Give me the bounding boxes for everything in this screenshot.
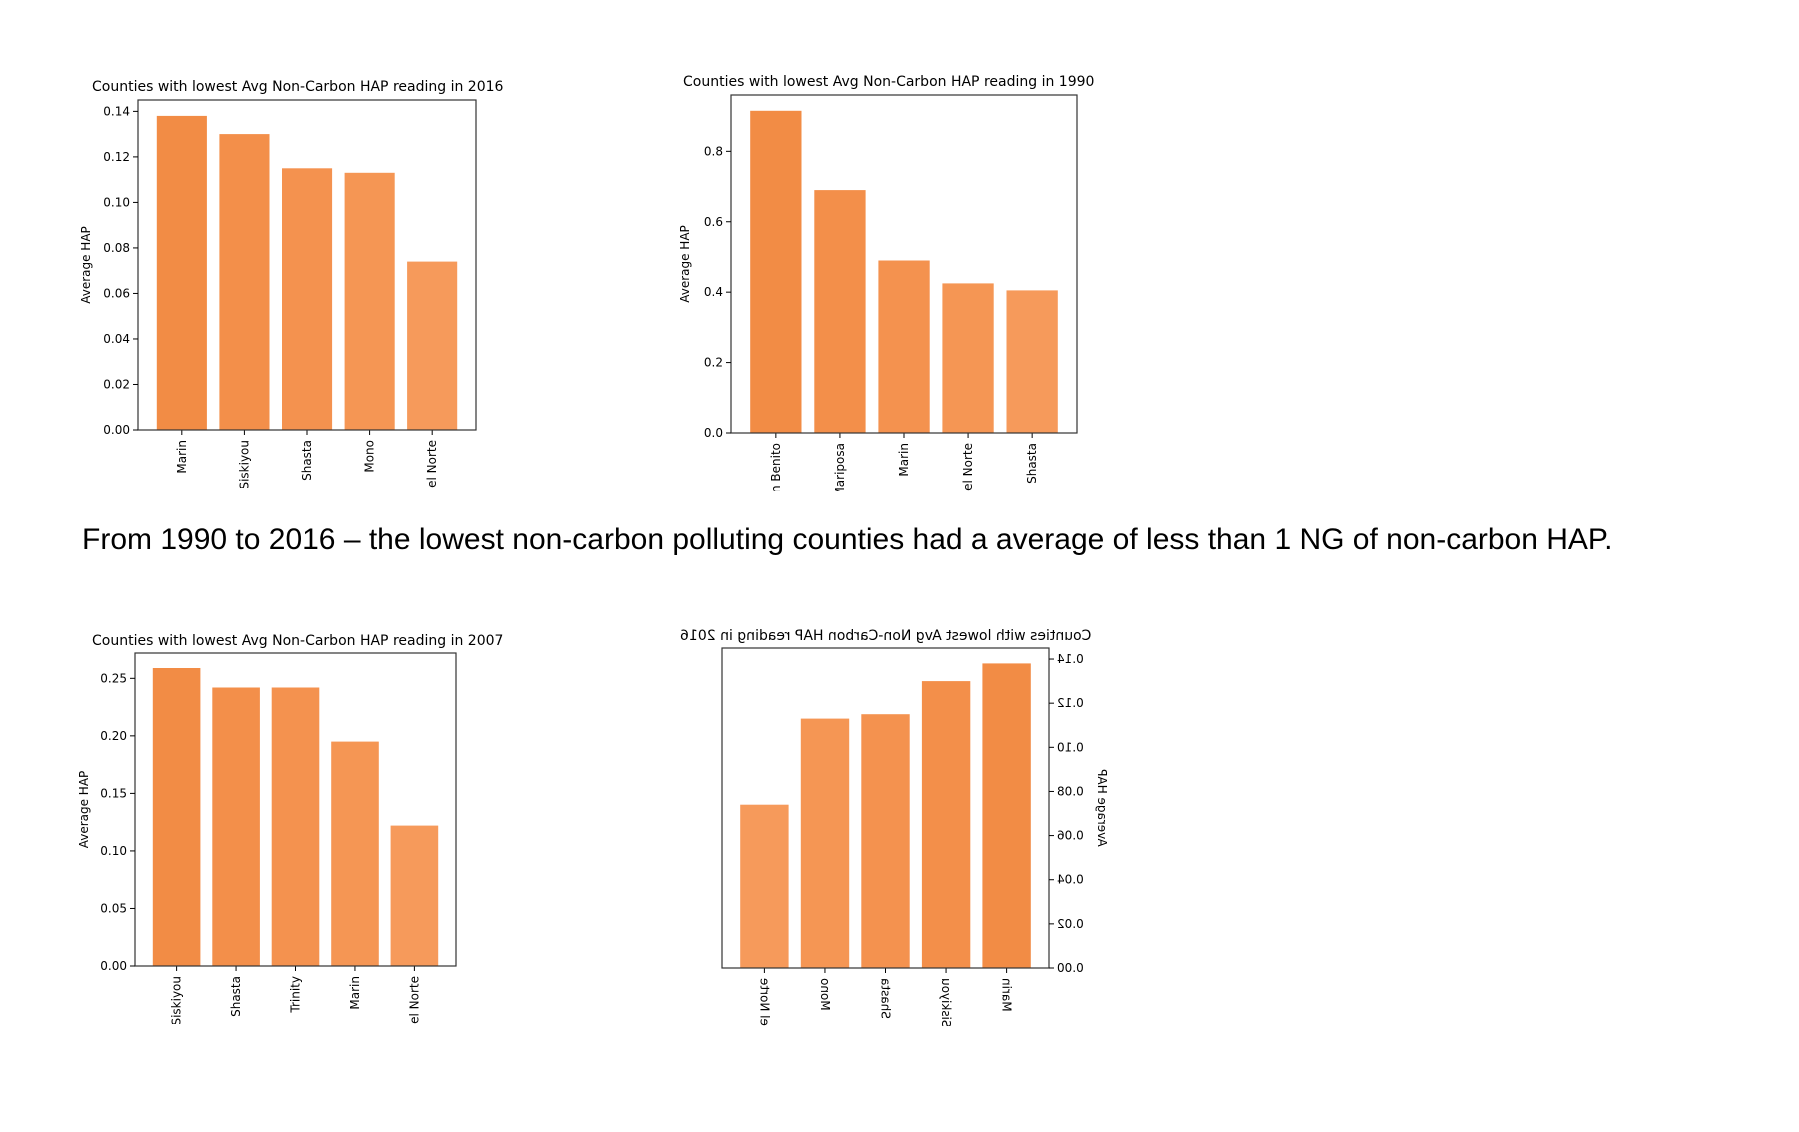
y-tick-label: 0.04 (103, 332, 130, 346)
y-tick-label: 0.06 (103, 286, 130, 300)
y-tick-label: 0.6 (704, 215, 723, 229)
y-tick-label: 0.02 (103, 377, 130, 391)
y-axis-label: Average HAP (77, 771, 91, 849)
chart-title: Counties with lowest Avg Non-Carbon HAP … (683, 74, 1094, 90)
y-axis-label: Average HAP (678, 225, 692, 303)
x-tick-label: Shasta (300, 440, 314, 481)
x-tick-label: Marin (897, 443, 911, 477)
y-tick-label: 0.10 (100, 844, 127, 858)
bar-marin (331, 741, 379, 966)
y-tick-label: 0.00 (100, 959, 127, 973)
x-tick-label: Shasta (879, 978, 893, 1019)
x-tick-label: San Benito (769, 443, 783, 508)
x-tick-label: Del Norte (757, 978, 771, 1035)
y-tick-label: 0.12 (103, 150, 130, 164)
chart-title: Counties with lowest Avg Non-Carbon HAP … (92, 633, 503, 649)
bar-shasta (1006, 290, 1058, 433)
x-tick-label: Siskiyou (170, 976, 184, 1026)
bar-marin (878, 260, 930, 433)
plot-frame (730, 94, 1078, 434)
bar-del-norte (740, 804, 789, 968)
bar-del-norte (390, 825, 439, 966)
plot-frame (721, 647, 1050, 969)
y-tick-label: 0.15 (100, 786, 127, 800)
y-tick-label: 0.02 (1057, 917, 1084, 931)
bar-san-benito (750, 110, 802, 434)
y-tick-label: 0.8 (704, 144, 723, 158)
x-tick-label: Marin (1000, 978, 1014, 1012)
plot-frame (137, 99, 477, 431)
y-tick-label: 0.10 (103, 195, 130, 209)
bar-mono (344, 172, 395, 431)
x-tick-label: Shasta (1025, 443, 1039, 484)
x-tick-label: Shasta (229, 976, 243, 1017)
x-tick-label: Mono (363, 440, 377, 473)
y-tick-label: 0.00 (1057, 961, 1084, 975)
y-tick-label: 0.14 (1057, 652, 1084, 666)
x-tick-label: Trinity (289, 976, 303, 1014)
y-tick-label: 0.10 (1057, 740, 1084, 754)
y-tick-label: 0.25 (100, 671, 127, 685)
x-tick-label: Siskiyou (939, 978, 953, 1028)
y-tick-label: 0.05 (100, 901, 127, 915)
y-tick-label: 0.04 (1057, 873, 1084, 887)
bar-siskiyou (152, 668, 201, 966)
chart-title: Counties with lowest Avg Non-Carbon HAP … (680, 628, 1092, 644)
chart-title: Counties with lowest Avg Non-Carbon HAP … (92, 79, 504, 95)
y-tick-label: 0.12 (1057, 696, 1084, 710)
bar-marin (156, 115, 207, 431)
bar-trinity (271, 687, 320, 966)
bar-del-norte (942, 283, 994, 433)
y-tick-label: 0.00 (103, 423, 130, 437)
x-tick-label: Marin (175, 440, 189, 474)
bar-marin (982, 663, 1031, 968)
y-tick-label: 0.2 (704, 356, 723, 370)
x-tick-label: Del Norte (407, 976, 421, 1033)
chart-group: Counties with lowest Avg Non-Carbon HAP … (678, 74, 1094, 508)
y-tick-label: 0.08 (1057, 784, 1084, 798)
y-tick-label: 0.0 (704, 426, 723, 440)
y-tick-label: 0.4 (704, 285, 723, 299)
y-axis-label: Average HAP (79, 226, 93, 304)
chart-group: Counties with lowest Avg Non-Carbon HAP … (77, 633, 503, 1033)
y-tick-label: 0.14 (103, 104, 130, 118)
bar-shasta (861, 714, 910, 968)
x-tick-label: Siskiyou (237, 440, 251, 490)
y-axis-label: Average HAP (1095, 769, 1109, 847)
bar-shasta (212, 687, 260, 966)
y-tick-label: 0.20 (100, 729, 127, 743)
x-tick-label: Mono (818, 978, 832, 1011)
bar-shasta (282, 168, 333, 431)
plot-frame (134, 652, 457, 967)
y-tick-label: 0.08 (103, 241, 130, 255)
bar-siskiyou (219, 134, 270, 430)
caption-text: From 1990 to 2016 – the lowest non-carbo… (82, 523, 1613, 556)
x-tick-label: Del Norte (425, 440, 439, 497)
x-tick-label: Del Norte (961, 443, 975, 500)
y-tick-label: 0.06 (1057, 829, 1084, 843)
x-tick-label: Mariposa (833, 443, 847, 498)
chart-group: Counties with lowest Avg Non-Carbon HAP … (680, 628, 1109, 1035)
bar-mariposa (814, 190, 866, 433)
bar-del-norte (407, 261, 458, 430)
bar-siskiyou (921, 681, 971, 968)
chart-group: Counties with lowest Avg Non-Carbon HAP … (79, 79, 504, 497)
x-tick-label: Marin (348, 976, 362, 1010)
bar-mono (800, 718, 850, 968)
